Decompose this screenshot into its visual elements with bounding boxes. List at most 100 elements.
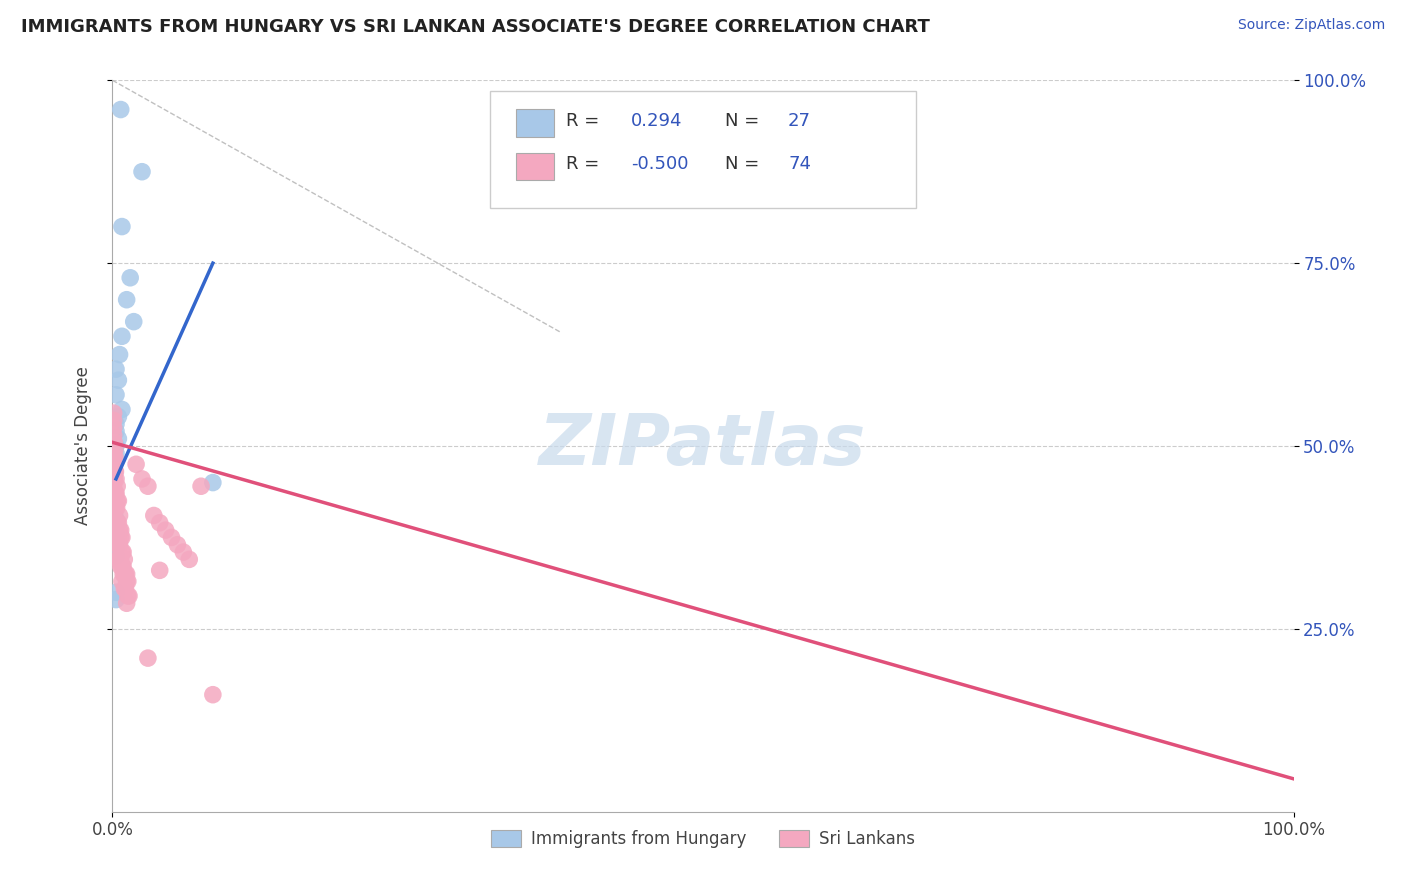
Point xyxy=(104,486,127,500)
Point xyxy=(120,270,142,285)
Point xyxy=(104,442,127,457)
Point xyxy=(104,465,127,479)
Point xyxy=(114,582,136,596)
Point xyxy=(103,505,125,519)
Point xyxy=(114,567,136,582)
Point xyxy=(111,329,134,343)
Point xyxy=(179,552,201,566)
Point xyxy=(112,582,135,596)
Point xyxy=(103,501,125,516)
Point xyxy=(103,413,125,427)
FancyBboxPatch shape xyxy=(516,109,554,136)
Point xyxy=(107,552,129,566)
Point xyxy=(104,516,127,530)
Point xyxy=(103,406,125,420)
Point xyxy=(125,457,148,471)
Point xyxy=(105,585,128,599)
Point xyxy=(110,552,132,566)
Text: ZIPatlas: ZIPatlas xyxy=(540,411,866,481)
Point xyxy=(112,545,135,559)
Point xyxy=(105,439,128,453)
Text: 27: 27 xyxy=(787,112,811,129)
Point xyxy=(190,479,212,493)
Text: 74: 74 xyxy=(787,155,811,173)
FancyBboxPatch shape xyxy=(516,153,554,180)
Point xyxy=(105,388,128,402)
Point xyxy=(105,446,128,460)
Point xyxy=(112,559,135,574)
Text: N =: N = xyxy=(725,155,765,173)
Point xyxy=(105,512,128,526)
Point xyxy=(115,567,138,582)
Y-axis label: Associate's Degree: Associate's Degree xyxy=(73,367,91,525)
Point xyxy=(105,425,128,439)
Point xyxy=(105,494,128,508)
Point xyxy=(118,589,141,603)
Point xyxy=(104,465,127,479)
Point xyxy=(105,501,128,516)
Point xyxy=(136,651,159,665)
Point xyxy=(142,508,165,523)
Point xyxy=(105,549,128,563)
Point xyxy=(108,347,131,362)
Point xyxy=(149,563,172,577)
Point xyxy=(103,479,125,493)
Point xyxy=(105,472,128,486)
Point xyxy=(105,530,128,544)
Point xyxy=(136,479,159,493)
Point xyxy=(104,501,127,516)
Point xyxy=(115,293,138,307)
Point xyxy=(105,545,128,559)
Point xyxy=(111,559,134,574)
Text: 0.294: 0.294 xyxy=(631,112,682,129)
Point xyxy=(111,219,134,234)
Point xyxy=(172,545,194,559)
Point xyxy=(105,516,128,530)
Point xyxy=(110,559,132,574)
Point xyxy=(103,457,125,471)
Text: R =: R = xyxy=(567,112,605,129)
Point xyxy=(111,402,134,417)
Point xyxy=(107,538,129,552)
Point xyxy=(110,530,132,544)
Point xyxy=(111,530,134,544)
Point xyxy=(122,315,145,329)
Point xyxy=(201,475,224,490)
Point xyxy=(107,373,129,387)
Point xyxy=(111,545,134,559)
Text: IMMIGRANTS FROM HUNGARY VS SRI LANKAN ASSOCIATE'S DEGREE CORRELATION CHART: IMMIGRANTS FROM HUNGARY VS SRI LANKAN AS… xyxy=(21,18,929,36)
Point xyxy=(107,432,129,446)
Point xyxy=(112,552,135,566)
Point xyxy=(105,479,128,493)
Point xyxy=(117,589,139,603)
Point xyxy=(110,523,132,537)
Point xyxy=(160,530,183,544)
Point xyxy=(104,450,127,464)
Point xyxy=(111,574,134,589)
FancyBboxPatch shape xyxy=(491,91,915,209)
Text: N =: N = xyxy=(725,112,765,129)
Point xyxy=(107,409,129,424)
Point xyxy=(105,362,128,376)
Point xyxy=(115,574,138,589)
Point xyxy=(107,494,129,508)
Point xyxy=(105,534,128,549)
Point xyxy=(201,688,224,702)
Point xyxy=(166,538,188,552)
Point xyxy=(105,541,128,556)
Point xyxy=(105,417,128,431)
Text: R =: R = xyxy=(567,155,605,173)
Point xyxy=(105,486,128,500)
Point xyxy=(105,530,128,544)
Point xyxy=(110,103,132,117)
Point xyxy=(103,494,125,508)
Point xyxy=(105,592,128,607)
Point xyxy=(155,523,177,537)
Point xyxy=(131,472,153,486)
Point xyxy=(107,530,129,544)
Point xyxy=(105,516,128,530)
Point xyxy=(115,596,138,610)
Point xyxy=(108,552,131,566)
Point xyxy=(103,435,125,450)
Legend: Immigrants from Hungary, Sri Lankans: Immigrants from Hungary, Sri Lankans xyxy=(484,823,922,855)
